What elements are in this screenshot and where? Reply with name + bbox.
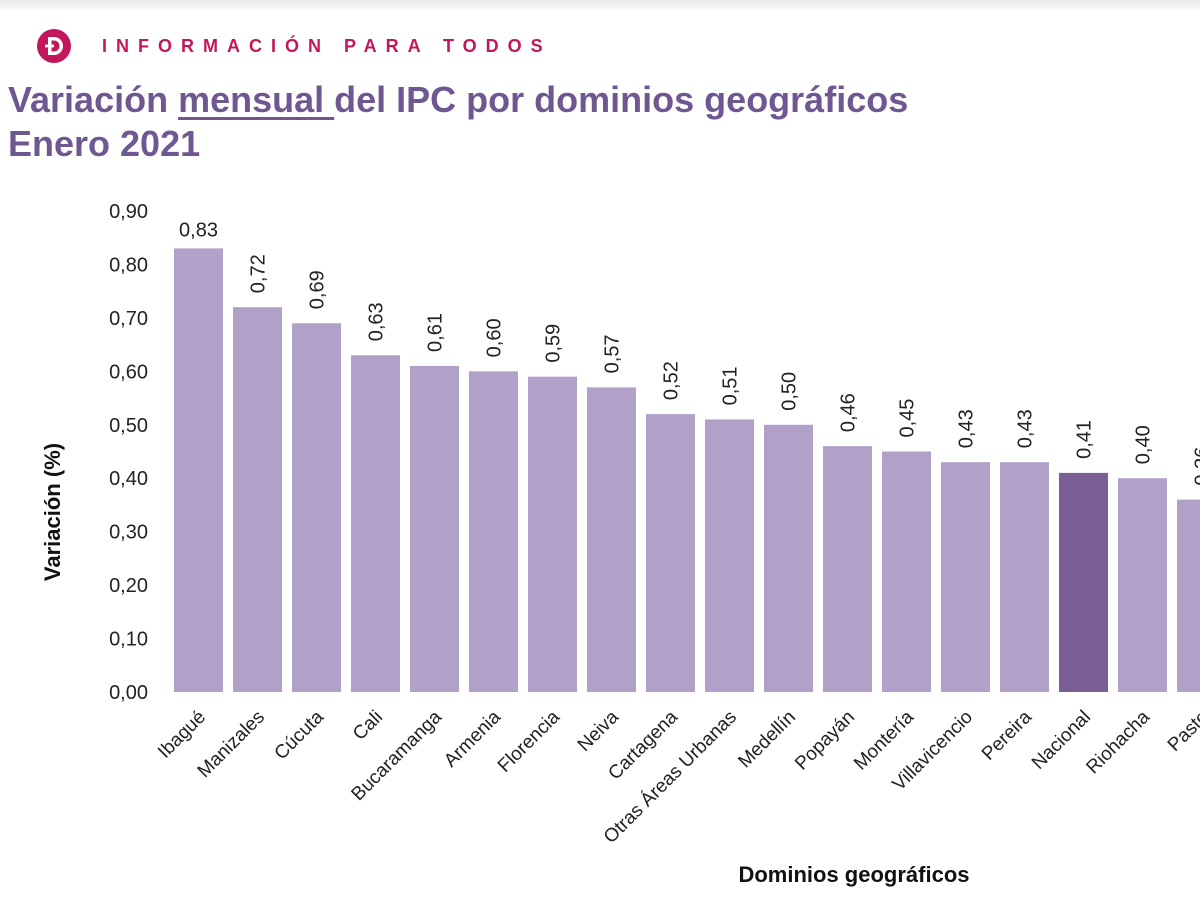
- data-label: 0,61: [425, 313, 447, 352]
- title-part-1: Variación: [8, 79, 179, 120]
- x-category-label: Cali: [349, 707, 387, 745]
- bar: [410, 365, 459, 692]
- data-label: 0,43: [1015, 409, 1037, 448]
- data-label: 0,36: [1192, 447, 1200, 486]
- x-category-label: Ibagué: [154, 707, 210, 763]
- bar: [882, 451, 931, 692]
- data-label: 0,46: [838, 393, 860, 432]
- bar-highlight: [1059, 472, 1108, 692]
- bar: [587, 387, 636, 692]
- x-category-label: Neiva: [574, 706, 624, 756]
- data-label: 0,43: [956, 409, 978, 448]
- data-label: 0,51: [720, 366, 742, 405]
- bar: [351, 355, 400, 692]
- x-category-label: Medellín: [734, 707, 800, 773]
- data-label: 0,52: [661, 361, 683, 400]
- bar: [1118, 478, 1167, 692]
- dane-logo-icon: [37, 29, 71, 63]
- chart-title: Variación mensual del IPC por dominios g…: [8, 78, 908, 166]
- y-tick-label: 0,60: [109, 361, 148, 383]
- data-label: 0,83: [179, 219, 218, 241]
- data-label: 0,60: [484, 318, 506, 357]
- data-label: 0,57: [602, 334, 624, 373]
- bar: [646, 414, 695, 692]
- bar: [469, 371, 518, 692]
- title-part-2: del IPC por dominios geográficos: [334, 79, 909, 120]
- bar: [528, 376, 577, 692]
- x-category-label: Pereira: [978, 706, 1036, 764]
- data-label: 0,72: [248, 254, 270, 293]
- bar: [1000, 462, 1049, 692]
- x-category-label: Riohacha: [1082, 706, 1154, 778]
- x-category-label: Cúcuta: [271, 706, 329, 764]
- bar: [941, 462, 990, 692]
- y-axis-title: Variación (%): [40, 443, 65, 581]
- bar: [1177, 499, 1200, 692]
- data-label: 0,59: [543, 324, 565, 363]
- data-label: 0,45: [897, 399, 919, 438]
- data-label: 0,40: [1133, 425, 1155, 464]
- data-label: 0,41: [1074, 420, 1096, 459]
- x-category-label: Pasto: [1164, 707, 1200, 756]
- y-tick-label: 0,40: [109, 468, 148, 490]
- data-label: 0,50: [779, 372, 801, 411]
- bar: [233, 307, 282, 692]
- bar: [292, 323, 341, 692]
- data-label: 0,69: [307, 270, 329, 309]
- brand-header: INFORMACIÓN PARA TODOS: [36, 28, 552, 64]
- y-tick-label: 0,90: [109, 201, 148, 223]
- chart-subtitle-date: Enero 2021: [8, 123, 201, 164]
- y-tick-label: 0,80: [109, 254, 148, 276]
- y-tick-label: 0,30: [109, 522, 148, 544]
- x-axis-title: Dominios geográficos: [738, 862, 969, 887]
- brand-tagline: INFORMACIÓN PARA TODOS: [102, 35, 552, 56]
- bar: [174, 248, 223, 692]
- x-category-label: Florencia: [494, 706, 564, 776]
- y-tick-label: 0,50: [109, 415, 148, 437]
- y-tick-label: 0,00: [109, 682, 148, 704]
- y-tick-label: 0,20: [109, 575, 148, 597]
- bar: [764, 424, 813, 692]
- data-label: 0,63: [366, 302, 388, 341]
- top-divider: [0, 0, 1200, 12]
- title-underlined-word: mensual: [178, 79, 335, 120]
- bar: [823, 446, 872, 692]
- y-tick-label: 0,10: [109, 629, 148, 651]
- bar: [705, 419, 754, 692]
- y-tick-label: 0,70: [109, 308, 148, 330]
- x-category-label: Popayán: [791, 707, 859, 775]
